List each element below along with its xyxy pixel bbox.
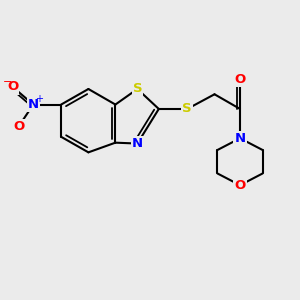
- Text: O: O: [13, 120, 24, 133]
- Text: S: S: [182, 102, 192, 116]
- Text: O: O: [234, 179, 246, 192]
- Text: S: S: [133, 82, 142, 95]
- Text: N: N: [235, 132, 246, 145]
- Text: +: +: [35, 94, 43, 104]
- Text: N: N: [132, 137, 143, 150]
- Text: O: O: [234, 73, 246, 86]
- Text: −: −: [3, 77, 12, 87]
- Text: N: N: [28, 98, 39, 111]
- Text: O: O: [7, 80, 18, 93]
